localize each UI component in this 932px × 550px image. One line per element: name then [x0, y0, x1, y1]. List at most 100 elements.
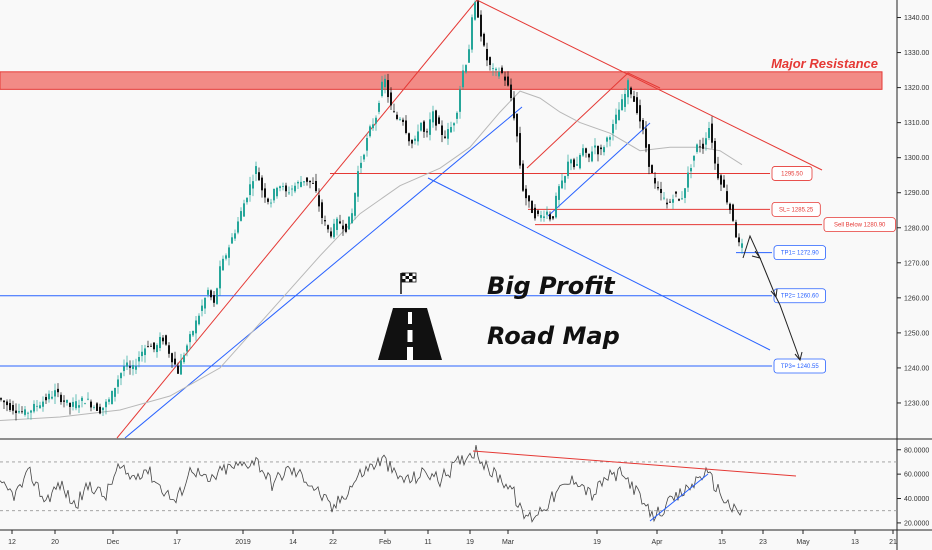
candle	[420, 122, 422, 132]
candle	[417, 124, 419, 146]
candle	[411, 139, 413, 149]
candle	[567, 154, 569, 179]
candle	[66, 399, 68, 406]
candle	[570, 158, 572, 171]
time-tick-label: 17	[173, 539, 181, 546]
candle	[24, 405, 26, 417]
candle	[522, 160, 524, 193]
candle	[657, 181, 659, 191]
candle	[486, 42, 488, 67]
candle	[12, 400, 14, 415]
candle	[678, 198, 680, 202]
candle	[456, 111, 458, 124]
candle	[228, 244, 230, 266]
time-tick-label: 14	[289, 539, 297, 546]
candle	[174, 351, 176, 366]
candle	[435, 109, 437, 131]
candle	[450, 121, 452, 133]
level-5: TP3= 1240.55	[0, 358, 826, 374]
candle	[336, 216, 338, 236]
candle	[585, 147, 587, 158]
candle	[54, 383, 56, 404]
candle	[513, 91, 515, 121]
candle	[27, 411, 29, 420]
candle	[666, 198, 668, 209]
price-tick-label: 1270.00	[904, 260, 929, 267]
candle	[663, 191, 665, 201]
candle	[264, 183, 266, 203]
candle	[588, 153, 590, 163]
candle	[393, 103, 395, 113]
candle	[510, 78, 512, 102]
candle	[306, 177, 308, 186]
candle	[285, 182, 287, 197]
candle	[234, 229, 236, 241]
candle	[390, 87, 392, 110]
rsi-tick-label: 20.0000	[904, 520, 929, 527]
candle	[693, 155, 695, 168]
candle	[249, 176, 251, 202]
candle	[294, 182, 296, 194]
candle	[717, 156, 719, 181]
level-tag-label: TP1= 1272.90	[781, 251, 820, 257]
candle	[132, 360, 134, 376]
candle	[345, 223, 347, 234]
candle	[429, 112, 431, 141]
candle	[459, 85, 461, 119]
candle	[81, 395, 83, 408]
level-tag	[771, 201, 821, 217]
candle	[552, 216, 554, 221]
candle	[9, 399, 11, 412]
time-tick-label: 21	[889, 539, 897, 546]
candle	[462, 64, 464, 90]
candle	[726, 184, 728, 205]
candle	[156, 343, 158, 358]
candle	[654, 172, 656, 189]
candle	[195, 315, 197, 341]
candle	[495, 67, 497, 77]
rsi-tick-label: 80.0000	[904, 447, 929, 454]
candle	[51, 391, 53, 400]
candle	[177, 362, 179, 374]
candle	[324, 215, 326, 226]
level-4: TP2= 1260.60	[0, 288, 826, 304]
candle	[609, 135, 611, 147]
candle	[315, 173, 317, 193]
candle	[75, 394, 77, 411]
candle	[438, 115, 440, 125]
candle	[642, 118, 644, 135]
time-tick-label: Mar	[502, 539, 515, 546]
candle	[3, 400, 5, 409]
price-tick-label: 1290.00	[904, 190, 929, 197]
candle	[735, 219, 737, 238]
red-channel-top	[627, 72, 661, 89]
candle	[297, 180, 299, 189]
level-tag-label: 1295.50	[781, 171, 803, 177]
candle	[471, 14, 473, 53]
price-series	[0, 0, 743, 421]
rsi-axis-ticks: 20.0000 40.0000 60.0000 80.0000	[897, 447, 929, 527]
price-tick-label: 1230.00	[904, 400, 929, 407]
candle	[372, 118, 374, 131]
candle	[198, 313, 200, 326]
candle	[45, 393, 47, 405]
candle	[90, 399, 92, 412]
candle	[204, 296, 206, 314]
level-tag-label: SL= 1285.25	[779, 207, 814, 213]
candle	[723, 175, 725, 188]
checkered-flag-icon	[400, 272, 417, 294]
candle	[423, 119, 425, 138]
rsi-divergence-lines	[472, 450, 797, 522]
candle	[330, 227, 332, 239]
candle	[279, 185, 281, 192]
candle	[621, 94, 623, 111]
candle	[240, 207, 242, 222]
candle	[309, 180, 311, 189]
candle	[192, 330, 194, 337]
time-tick-label: 2019	[235, 539, 251, 546]
candle	[603, 145, 605, 156]
price-tick-label: 1240.00	[904, 365, 929, 372]
level-tag	[773, 288, 826, 304]
candle	[63, 395, 65, 408]
level-tag	[823, 217, 896, 233]
